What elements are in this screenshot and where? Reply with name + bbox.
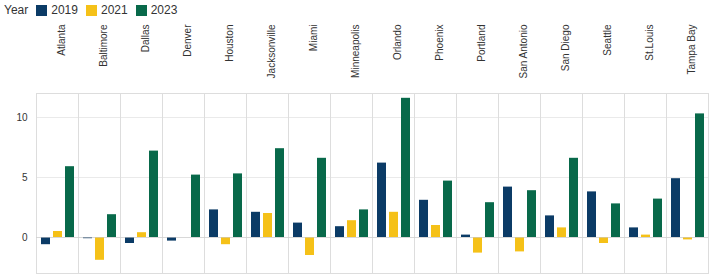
- svg-text:Tampa Bay: Tampa Bay: [686, 25, 697, 75]
- svg-text:Baltimore: Baltimore: [98, 24, 109, 67]
- svg-text:Phoenix: Phoenix: [434, 25, 445, 61]
- svg-text:Jacksonville: Jacksonville: [266, 24, 277, 78]
- svg-text:St.Louis: St.Louis: [644, 25, 655, 61]
- svg-text:Miami: Miami: [308, 25, 319, 52]
- svg-text:San Antonio: San Antonio: [518, 24, 529, 78]
- html-text:2023: 2023: [150, 3, 178, 17]
- html-text:2019: 2019: [51, 3, 78, 17]
- svg-text:Houston: Houston: [224, 25, 235, 62]
- svg-text:5: 5: [22, 172, 28, 183]
- svg-text:0: 0: [22, 232, 28, 243]
- svg-text:San Diego: San Diego: [560, 24, 571, 71]
- svg-text:Orlando: Orlando: [392, 24, 403, 60]
- svg-text:10: 10: [16, 112, 28, 123]
- svg-text:Denver: Denver: [182, 24, 193, 57]
- html-text:2021: 2021: [101, 3, 128, 17]
- html-text:Year: Year: [4, 3, 29, 17]
- svg-text:Portland: Portland: [476, 25, 487, 62]
- svg-text:Atlanta: Atlanta: [56, 24, 67, 56]
- svg-text:Dallas: Dallas: [140, 25, 151, 53]
- svg-text:Seattle: Seattle: [602, 24, 613, 56]
- svg-text:Minneapolis: Minneapolis: [350, 25, 361, 78]
